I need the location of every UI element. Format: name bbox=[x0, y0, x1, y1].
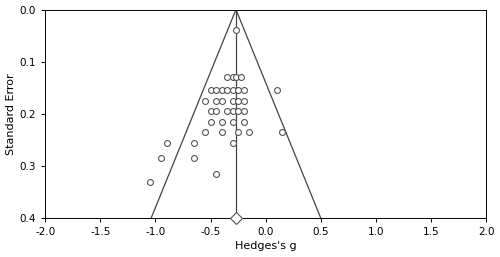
Point bbox=[232, 28, 240, 32]
Point bbox=[228, 75, 236, 79]
Point bbox=[234, 109, 242, 113]
Point bbox=[234, 88, 242, 93]
Point bbox=[228, 120, 236, 124]
Point bbox=[234, 130, 242, 134]
Point bbox=[206, 88, 214, 93]
Point bbox=[218, 88, 226, 93]
Point bbox=[190, 141, 198, 145]
Point bbox=[218, 99, 226, 103]
Point bbox=[190, 156, 198, 160]
Point bbox=[228, 88, 236, 93]
X-axis label: Hedges's g: Hedges's g bbox=[235, 241, 296, 251]
Point bbox=[228, 99, 236, 103]
Point bbox=[245, 130, 253, 134]
Point bbox=[240, 99, 248, 103]
Point bbox=[212, 99, 220, 103]
Point bbox=[278, 130, 286, 134]
Point bbox=[228, 109, 236, 113]
Point bbox=[146, 180, 154, 184]
Point bbox=[201, 130, 209, 134]
Point bbox=[272, 88, 280, 93]
Point bbox=[223, 88, 231, 93]
Point bbox=[206, 120, 214, 124]
Y-axis label: Standard Error: Standard Error bbox=[6, 73, 16, 155]
Point bbox=[212, 109, 220, 113]
Point bbox=[232, 75, 240, 79]
Point bbox=[240, 88, 248, 93]
Point bbox=[212, 172, 220, 176]
Point bbox=[212, 88, 220, 93]
Point bbox=[223, 75, 231, 79]
Point bbox=[218, 120, 226, 124]
Point bbox=[218, 130, 226, 134]
Point bbox=[240, 109, 248, 113]
Point bbox=[228, 141, 236, 145]
Point bbox=[238, 75, 246, 79]
Point bbox=[234, 99, 242, 103]
Point bbox=[162, 141, 170, 145]
Point bbox=[240, 120, 248, 124]
Point bbox=[157, 156, 165, 160]
Point bbox=[223, 109, 231, 113]
Point bbox=[201, 99, 209, 103]
Point bbox=[206, 109, 214, 113]
